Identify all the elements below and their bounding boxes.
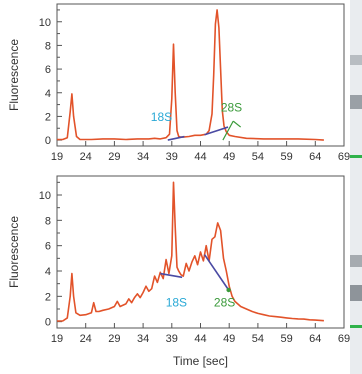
- peak-label-28s: 28S: [221, 101, 242, 115]
- y-tick-label: 4: [45, 88, 51, 100]
- peak-baseline: [167, 135, 185, 141]
- x-tick-label: 29: [108, 333, 120, 345]
- y-tick-label: 0: [45, 135, 51, 147]
- x-tick-label: 34: [137, 333, 149, 345]
- y-tick-label: 6: [45, 241, 51, 253]
- x-tick-label: 34: [137, 151, 149, 163]
- x-tick-label: 59: [280, 333, 292, 345]
- peak-label-28s: 28S: [214, 295, 235, 309]
- fluorescence-trace: [57, 181, 324, 322]
- x-tick-label: 59: [280, 151, 292, 163]
- x-tick-label: 24: [80, 333, 92, 345]
- annotation-leader: [232, 120, 242, 128]
- peak-label-18s: 18S: [166, 295, 187, 309]
- gel-band: [350, 55, 362, 65]
- y-tick-label: 10: [39, 17, 51, 29]
- x-axis-title: Time [sec]: [173, 354, 228, 368]
- y-tick-label: 8: [45, 215, 51, 227]
- y-tick-label: 0: [45, 317, 51, 329]
- x-tick-label: 44: [194, 151, 206, 163]
- gel-band: [350, 285, 362, 301]
- y-tick-label: 6: [45, 64, 51, 76]
- x-tick-label: 19: [51, 151, 63, 163]
- y-tick-label: 8: [45, 40, 51, 52]
- y-axis-title: Fluorescence: [7, 216, 21, 288]
- plot-frame: [56, 3, 345, 147]
- peak-label-18s: 18S: [151, 110, 172, 124]
- gel-band: [350, 95, 362, 109]
- x-tick-label: 54: [252, 151, 264, 163]
- peak-baseline: [203, 254, 230, 291]
- peak-baseline: [160, 272, 183, 279]
- x-tick-label: 19: [51, 333, 63, 345]
- x-tick-label: 49: [223, 151, 235, 163]
- gel-band: [350, 255, 362, 267]
- x-tick-label: 24: [80, 151, 92, 163]
- x-tick-label: 39: [166, 333, 178, 345]
- x-tick-label: 69: [338, 333, 350, 345]
- x-tick-label: 29: [108, 151, 120, 163]
- x-tick-label: 64: [309, 333, 321, 345]
- x-tick-label: 54: [252, 333, 264, 345]
- y-tick-label: 2: [45, 111, 51, 123]
- x-tick-label: 49: [223, 333, 235, 345]
- gel-image-strip: [350, 0, 362, 374]
- gel-marker-band: [350, 155, 362, 158]
- gel-marker-band: [350, 325, 362, 328]
- y-tick-label: 4: [45, 266, 51, 278]
- y-tick-label: 2: [45, 291, 51, 303]
- y-tick-label: 10: [39, 190, 51, 202]
- x-tick-label: 64: [309, 151, 321, 163]
- peak-baseline: [204, 126, 229, 136]
- x-tick-label: 39: [166, 151, 178, 163]
- x-tick-label: 69: [338, 151, 350, 163]
- x-tick-label: 44: [194, 333, 206, 345]
- peak-marker: [226, 287, 231, 293]
- annotation-leader: [222, 120, 234, 141]
- y-axis-title: Fluorescence: [7, 39, 21, 111]
